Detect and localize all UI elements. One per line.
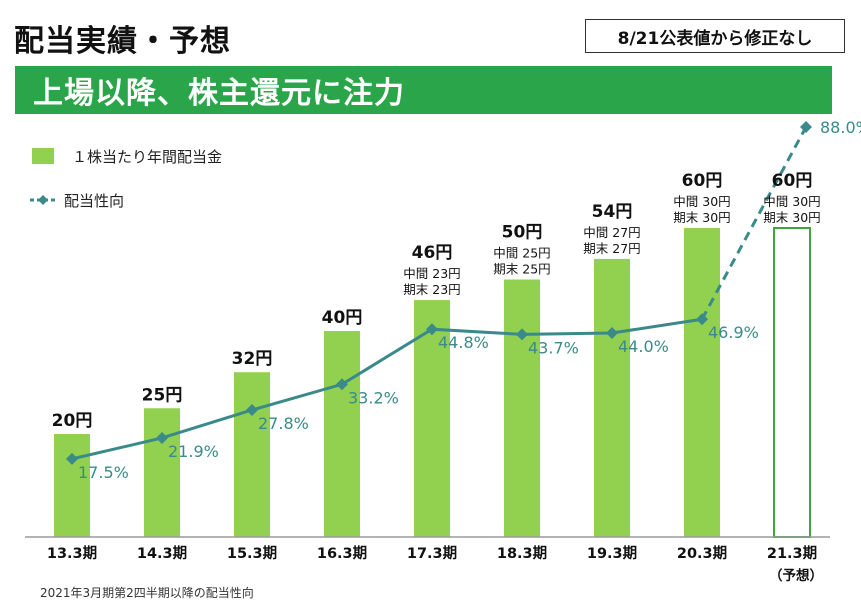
payout-point (606, 327, 618, 339)
x-tick-label: 19.3期 (587, 544, 637, 562)
bar (414, 300, 450, 537)
bar-value-label: 54円 (592, 202, 633, 222)
bar-value-label: 50円 (502, 223, 543, 243)
bar-breakdown-label: 中間 30円 (763, 194, 820, 209)
bar-breakdown-label: 期末 30円 (763, 210, 820, 225)
bar-value-label: 32円 (232, 349, 273, 369)
legend-line-label: 配当性向 (64, 192, 124, 210)
payout-value-label: 33.2% (348, 388, 399, 407)
payout-line-actual (71, 317, 703, 461)
payout-value-label: 44.0% (618, 337, 669, 356)
x-tick-label: 21.3期 (767, 544, 817, 562)
bar-value-label: 25円 (142, 385, 183, 405)
bar-breakdown-label: 期末 25円 (493, 262, 550, 277)
x-tick-label: 17.3期 (407, 544, 457, 562)
bar-breakdown-label: 期末 30円 (673, 210, 730, 225)
bar-breakdown-label: 期末 23円 (403, 282, 460, 297)
x-tick-label: 15.3期 (227, 544, 277, 562)
payout-point (66, 452, 78, 465)
bar (54, 434, 90, 537)
bar-value-label: 40円 (322, 308, 363, 328)
bar (504, 279, 540, 537)
x-tick-label: 18.3期 (497, 544, 547, 562)
payout-value-label: 46.9% (708, 323, 759, 342)
payout-point (336, 378, 348, 391)
payout-value-label: 21.9% (168, 442, 219, 461)
payout-point (246, 403, 258, 416)
bar (234, 372, 270, 537)
payout-value-label: 43.7% (528, 338, 579, 357)
status-note-box: 8/21公表値から修正なし (585, 19, 845, 53)
bar-value-label: 60円 (682, 171, 723, 191)
bar-breakdown-label: 中間 23円 (403, 266, 460, 281)
bar-breakdown-label: 期末 27円 (583, 241, 640, 256)
bar-value-label: 60円 (772, 171, 813, 191)
bar-forecast (773, 227, 811, 538)
legend-bar-swatch (32, 148, 54, 164)
payout-point (426, 323, 438, 336)
payout-point (800, 121, 812, 133)
bar-breakdown-label: 中間 25円 (493, 246, 550, 261)
x-tick-label: 16.3期 (317, 544, 367, 562)
bar (144, 408, 180, 537)
x-tick-label: 13.3期 (47, 544, 97, 562)
x-tick-label: 14.3期 (137, 544, 187, 562)
bar (324, 331, 360, 537)
payout-point (516, 328, 528, 341)
payout-point (696, 313, 708, 326)
bar (684, 228, 720, 537)
payout-value-label: 44.8% (438, 333, 489, 352)
chart-legend: １株当たり年間配当金 配当性向 (30, 148, 222, 210)
payout-value-label: 88.0% (820, 118, 861, 137)
payout-line-forecast (700, 126, 808, 320)
bar-value-label: 46円 (412, 243, 453, 263)
page-title: 配当実績・予想 (14, 24, 231, 59)
bar-breakdown-label: 中間 30円 (673, 194, 730, 209)
footnote: 2021年3月期第2四半期以降の配当性向 (40, 586, 254, 600)
bar (594, 258, 630, 537)
bar-value-label: 20円 (52, 411, 93, 431)
legend-line-marker (38, 195, 48, 205)
payout-point (156, 431, 168, 444)
bar-breakdown-label: 中間 27円 (583, 225, 640, 240)
section-banner: 上場以降、株主還元に注力 (15, 66, 832, 114)
x-tick-label: 20.3期 (677, 544, 727, 562)
payout-value-label: 27.8% (258, 414, 309, 433)
x-tick-sublabel: （予想） (769, 567, 823, 584)
payout-value-label: 17.5% (78, 463, 129, 482)
legend-bar-label: １株当たり年間配当金 (72, 148, 222, 166)
